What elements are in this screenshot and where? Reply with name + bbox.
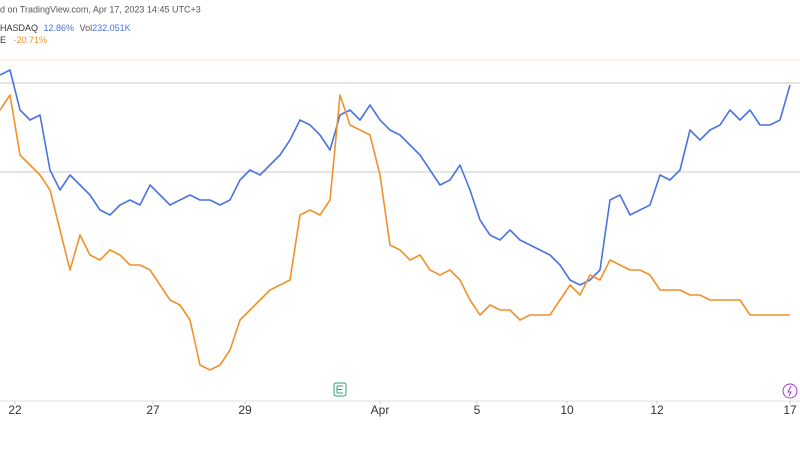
- legend-symbol: HASDAQ: [0, 23, 38, 33]
- dividend-badge[interactable]: [782, 383, 798, 399]
- x-tick-label: 29: [238, 403, 252, 417]
- event-icon[interactable]: [333, 382, 347, 397]
- legend-vol: 232.051K: [92, 23, 131, 33]
- x-tick-label: 10: [560, 403, 574, 417]
- legend-row: HASDAQ 12.86% Vol232.051K: [0, 23, 131, 33]
- x-tick-label: 22: [8, 403, 22, 417]
- earnings-glyph: [336, 385, 343, 394]
- dividend-glyph: [787, 385, 792, 397]
- x-tick-label: 17: [783, 403, 797, 417]
- x-tick-label: 5: [474, 403, 481, 417]
- x-tick-label: Apr: [371, 403, 390, 417]
- legend-row: E -20.71%: [0, 35, 47, 45]
- series-line: [0, 94, 790, 371]
- legend-vol-label: Vol: [80, 23, 93, 33]
- legend-symbol: E: [0, 35, 6, 45]
- x-tick-label: 27: [146, 403, 160, 417]
- legend-change: -20.71%: [14, 35, 48, 45]
- event-icon[interactable]: [782, 383, 798, 399]
- x-tick-label: 12: [650, 403, 664, 417]
- header-text: d on TradingView.com, Apr 17, 2023 14:45…: [0, 4, 201, 14]
- header: d on TradingView.com, Apr 17, 2023 14:45…: [0, 4, 201, 45]
- legend-change: 12.86%: [44, 23, 75, 33]
- series-line: [0, 69, 791, 286]
